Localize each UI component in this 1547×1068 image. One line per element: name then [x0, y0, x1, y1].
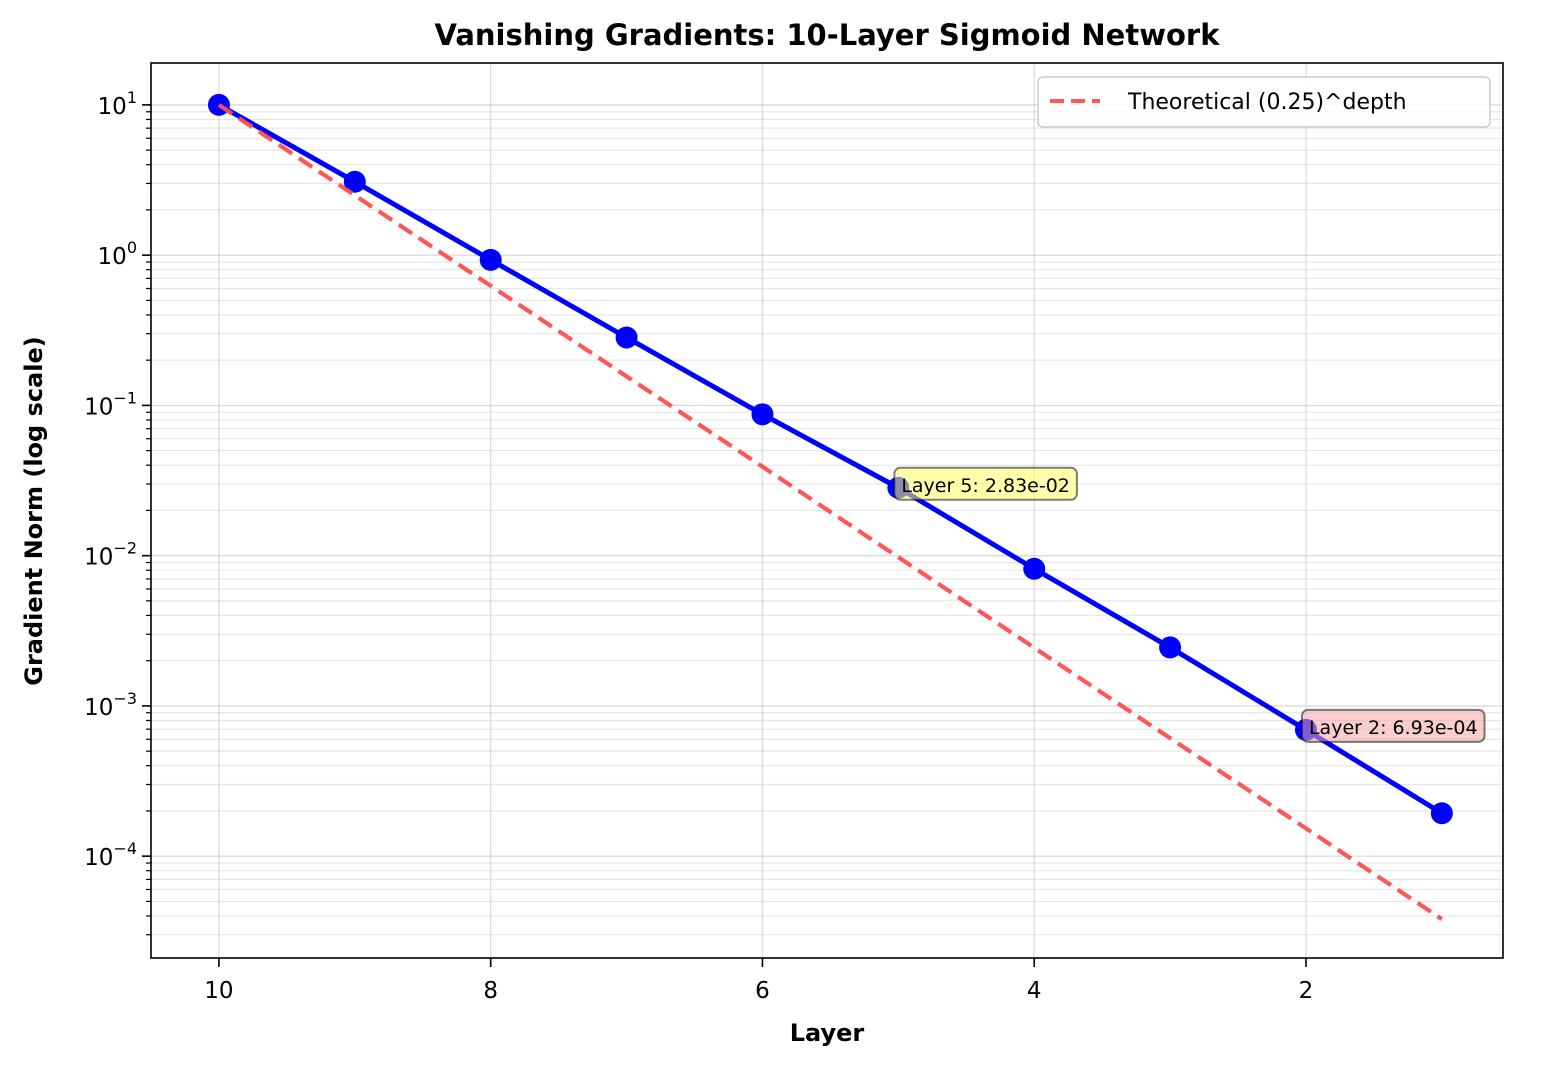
y-tick-exponent: 1	[127, 88, 137, 107]
x-tick-label: 6	[755, 978, 770, 1004]
x-axis-label: Layer	[790, 1019, 865, 1047]
annotations: Layer 5: 2.83e-02 Layer 2: 6.93e-04	[893, 466, 1486, 743]
y-tick-label: 10−3	[84, 689, 137, 721]
measured-point-layer-4	[1023, 557, 1046, 580]
series-layer	[207, 93, 1453, 921]
measured-point-layer-8	[479, 248, 502, 271]
y-tick-base: 10	[84, 545, 113, 571]
x-tick-label: 2	[1299, 978, 1314, 1004]
grid	[151, 63, 1503, 958]
y-tick-label: 10−1	[84, 388, 137, 420]
measured-gradient-line	[216, 102, 1445, 816]
annotation-text: Layer 5: 2.83e-02	[901, 475, 1070, 497]
theoretical-line	[217, 103, 1444, 921]
annotation-box	[893, 466, 1078, 501]
legend: Theoretical (0.25)^depth	[1037, 76, 1491, 128]
measured-point-layer-9	[343, 170, 366, 193]
y-tick-label: 101	[98, 88, 137, 120]
y-axis-label: Gradient Norm (log scale)	[20, 336, 48, 686]
x-tick-label: 8	[483, 978, 498, 1004]
measured-point-layer-3	[1159, 636, 1182, 659]
y-tick-label: 100	[98, 238, 137, 270]
legend-box	[1037, 76, 1491, 128]
y-tick-label: 10−4	[84, 839, 137, 871]
y-tick-exponent: −2	[113, 539, 137, 558]
y-tick-base: 10	[98, 244, 127, 270]
annotation-box	[1300, 708, 1486, 743]
y-tick-exponent: −1	[113, 388, 137, 407]
measured-point-layer-6	[751, 403, 774, 426]
y-tick-base: 10	[84, 845, 113, 871]
y-tick-base: 10	[98, 94, 127, 120]
y-tick-exponent: −4	[113, 839, 137, 858]
x-tick-label: 4	[1027, 978, 1042, 1004]
y-tick-exponent: 0	[127, 238, 137, 257]
legend-label-theoretical: Theoretical (0.25)^depth	[1127, 90, 1407, 115]
annotation-layer-5: Layer 5: 2.83e-02	[893, 466, 1078, 501]
x-tick-label: 10	[204, 978, 233, 1004]
measured-point-layer-7	[615, 326, 638, 349]
annotation-layer-2: Layer 2: 6.93e-04	[1300, 708, 1486, 743]
annotation-text: Layer 2: 6.93e-04	[1309, 717, 1478, 739]
y-tick-label: 10−2	[84, 539, 137, 571]
measured-point-layer-1	[1430, 802, 1453, 825]
y-tick-base: 10	[84, 695, 113, 721]
y-tick-exponent: −3	[113, 689, 137, 708]
y-tick-base: 10	[84, 394, 113, 420]
chart-title: Vanishing Gradients: 10-Layer Sigmoid Ne…	[434, 18, 1220, 52]
